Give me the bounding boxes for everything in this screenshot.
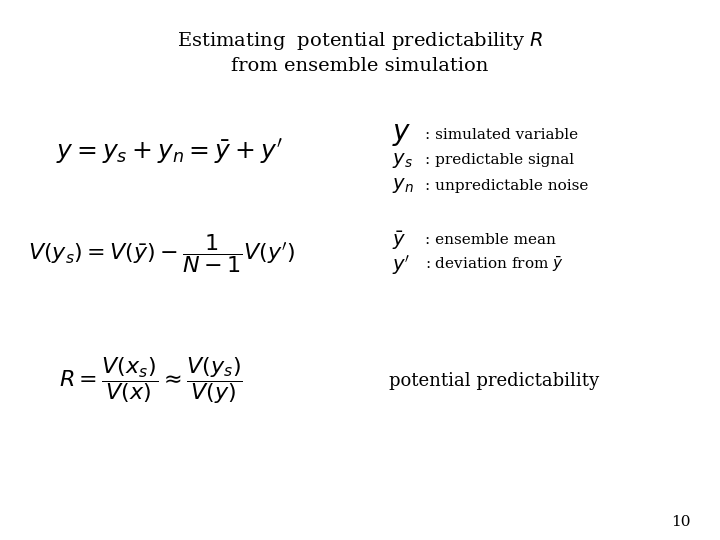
Text: : deviation from $\bar{y}$: : deviation from $\bar{y}$ — [425, 255, 564, 274]
Text: Estimating  potential predictability $R$: Estimating potential predictability $R$ — [176, 30, 544, 52]
Text: $\bar{y}$: $\bar{y}$ — [392, 229, 407, 252]
Text: : predictable signal: : predictable signal — [425, 153, 574, 167]
Text: potential predictability: potential predictability — [389, 372, 599, 390]
Text: $y_s$: $y_s$ — [392, 151, 413, 170]
Text: : ensemble mean: : ensemble mean — [425, 233, 556, 247]
Text: $y = y_s + y_n = \bar{y} + y'$: $y = y_s + y_n = \bar{y} + y'$ — [56, 137, 282, 166]
Text: $R = \dfrac{V(x_s)}{V(x)} \approx \dfrac{V(y_s)}{V(y)}$: $R = \dfrac{V(x_s)}{V(x)} \approx \dfrac… — [59, 355, 243, 406]
Text: 10: 10 — [670, 515, 690, 529]
Text: : simulated variable: : simulated variable — [425, 128, 578, 142]
Text: $\mathit{y}$: $\mathit{y}$ — [392, 122, 412, 148]
Text: : unpredictable noise: : unpredictable noise — [425, 179, 588, 193]
Text: $y'$: $y'$ — [392, 253, 411, 276]
Text: from ensemble simulation: from ensemble simulation — [231, 57, 489, 75]
Text: $y_n$: $y_n$ — [392, 176, 414, 195]
Text: $V(y_s) = V(\bar{y}) - \dfrac{1}{N-1}V(y')$: $V(y_s) = V(\bar{y}) - \dfrac{1}{N-1}V(y… — [28, 232, 296, 275]
